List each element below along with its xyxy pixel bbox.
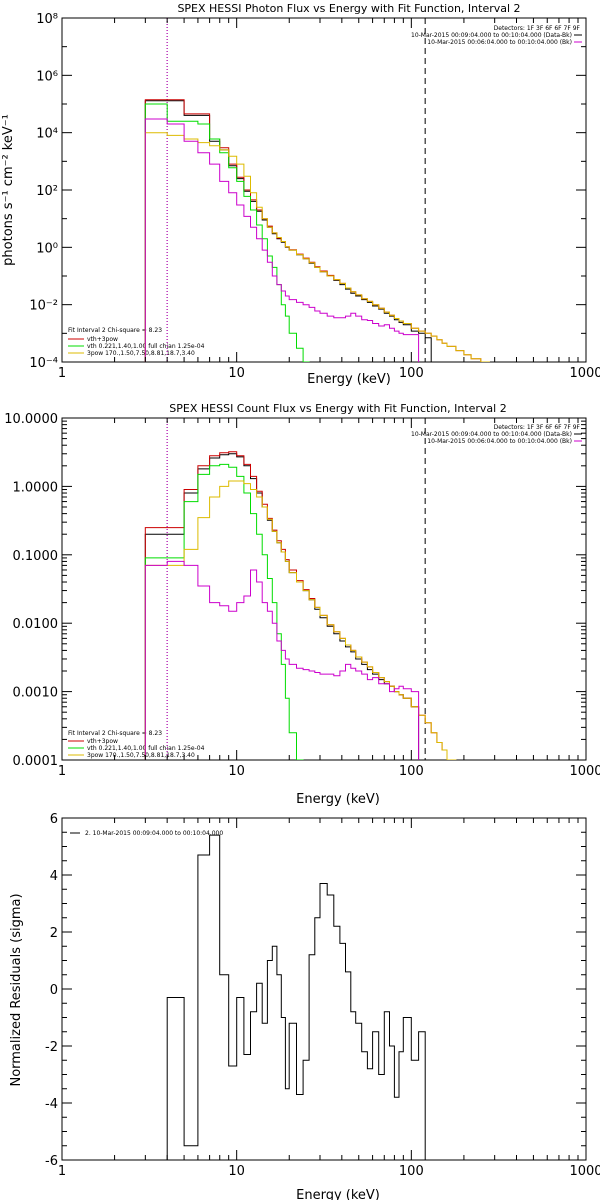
y-tick-label: 4 (50, 869, 58, 884)
x-axis-label: Energy (keV) (307, 372, 391, 387)
y-tick-label: 10⁴ (36, 127, 58, 142)
series-total-line (166, 834, 426, 1160)
series-fit_total-line (144, 99, 490, 362)
y-tick-label: 10⁻⁴ (29, 356, 58, 371)
header-line-2: 10-Mar-2015 00:09:04.000 to 00:10:04.000… (411, 32, 572, 39)
y-tick-label: 10⁰ (36, 241, 58, 256)
series-thermal-line (144, 103, 310, 362)
y-tick-label: -6 (45, 1154, 58, 1169)
series-total-line (144, 100, 432, 362)
x-tick-label: 10 (228, 764, 245, 779)
y-tick-label: 0.0010 (13, 686, 59, 701)
x-tick-label: 10 (228, 1164, 245, 1179)
chart-title: SPEX HESSI Count Flux vs Energy with Fit… (169, 402, 506, 415)
x-tick-label: 1000 (569, 764, 600, 779)
legend-powerlaw: 3pow 170.,1.50,7.50,8.81,18.7,3.40 (87, 752, 195, 759)
plot-area (144, 18, 490, 362)
x-tick-label: 10 (228, 366, 245, 381)
header-line-1: Detectors: 1F 3F 6F 6F 7F 9F (494, 424, 581, 431)
plot-area (166, 834, 426, 1160)
y-tick-label: 0 (50, 983, 58, 998)
y-tick-label: 10⁻² (29, 299, 58, 314)
x-tick-label: 100 (399, 366, 424, 381)
y-tick-label: 0.1000 (13, 549, 59, 564)
chart-title: SPEX HESSI Photon Flux vs Energy with Fi… (177, 2, 520, 15)
x-tick-label: 1000 (569, 366, 600, 381)
series-total-line (144, 453, 420, 760)
series-powerlaw-line (144, 480, 457, 760)
y-tick-label: 6 (50, 812, 58, 827)
header-line-3: 10-Mar-2015 00:06:04.000 to 00:10:04.000… (427, 438, 572, 445)
x-tick-label: 1 (58, 1164, 66, 1179)
count-flux-panel: SPEX HESSI Count Flux vs Energy with Fit… (4, 402, 600, 807)
legend-powerlaw: 3pow 170.,1.50,7.50,8.81,18.7,3.40 (87, 350, 195, 357)
y-tick-label: 0.0001 (13, 754, 59, 769)
legend-total: vth+3pow (87, 738, 118, 745)
header-line-2: 10-Mar-2015 00:09:04.000 to 00:10:04.000… (411, 431, 572, 438)
legend-fit-info: Fit Interval 2 Chi-square = 8.23 (68, 327, 162, 334)
plot-frame (61, 817, 587, 1161)
x-tick-label: 100 (399, 764, 424, 779)
series-bk-line (144, 118, 420, 362)
y-tick-label: 10.0000 (4, 412, 58, 427)
y-axis-label: photons s⁻¹ cm⁻² keV⁻¹ (1, 114, 16, 266)
series-bk-line (144, 560, 420, 760)
y-tick-label: 1.0000 (13, 480, 59, 495)
y-axis-label: Normalized Residuals (sigma) (9, 893, 24, 1086)
residuals-panel: Energy (keV) Normalized Residuals (sigma… (9, 812, 600, 1200)
series-fit_total-line (144, 451, 457, 760)
plot-area (144, 418, 457, 760)
y-tick-label: -4 (45, 1097, 58, 1112)
x-tick-label: 100 (399, 1164, 424, 1179)
x-axis-label: Energy (keV) (296, 1188, 380, 1200)
x-axis-label: Energy (keV) (296, 792, 380, 807)
x-tick-label: 1 (58, 366, 66, 381)
y-tick-label: 0.0100 (13, 617, 59, 632)
header-line-1: Detectors: 1F 3F 6F 6F 7F 9F (494, 25, 581, 32)
header-line-3: 10-Mar-2015 00:06:04.000 to 00:10:04.000… (427, 39, 572, 46)
y-tick-label: 10⁶ (36, 69, 58, 84)
photon-flux-panel: SPEX HESSI Photon Flux vs Energy with Fi… (1, 2, 600, 387)
x-tick-label: 1000 (569, 1164, 600, 1179)
plot-frame (61, 417, 587, 761)
series-powerlaw-line (144, 132, 490, 362)
y-tick-label: 10² (36, 184, 58, 199)
y-tick-label: 2 (50, 926, 58, 941)
series-thermal-line (144, 463, 304, 760)
plot-frame (61, 17, 587, 363)
y-tick-label: -2 (45, 1040, 58, 1055)
y-tick-label: 10⁸ (36, 12, 58, 27)
legend-fit-info: Fit Interval 2 Chi-square = 8.23 (68, 730, 162, 737)
legend-residuals: 2. 10-Mar-2015 00:09:04.000 to 00:10:04.… (85, 830, 223, 837)
x-tick-label: 1 (58, 764, 66, 779)
legend-total: vth+3pow (87, 336, 118, 343)
